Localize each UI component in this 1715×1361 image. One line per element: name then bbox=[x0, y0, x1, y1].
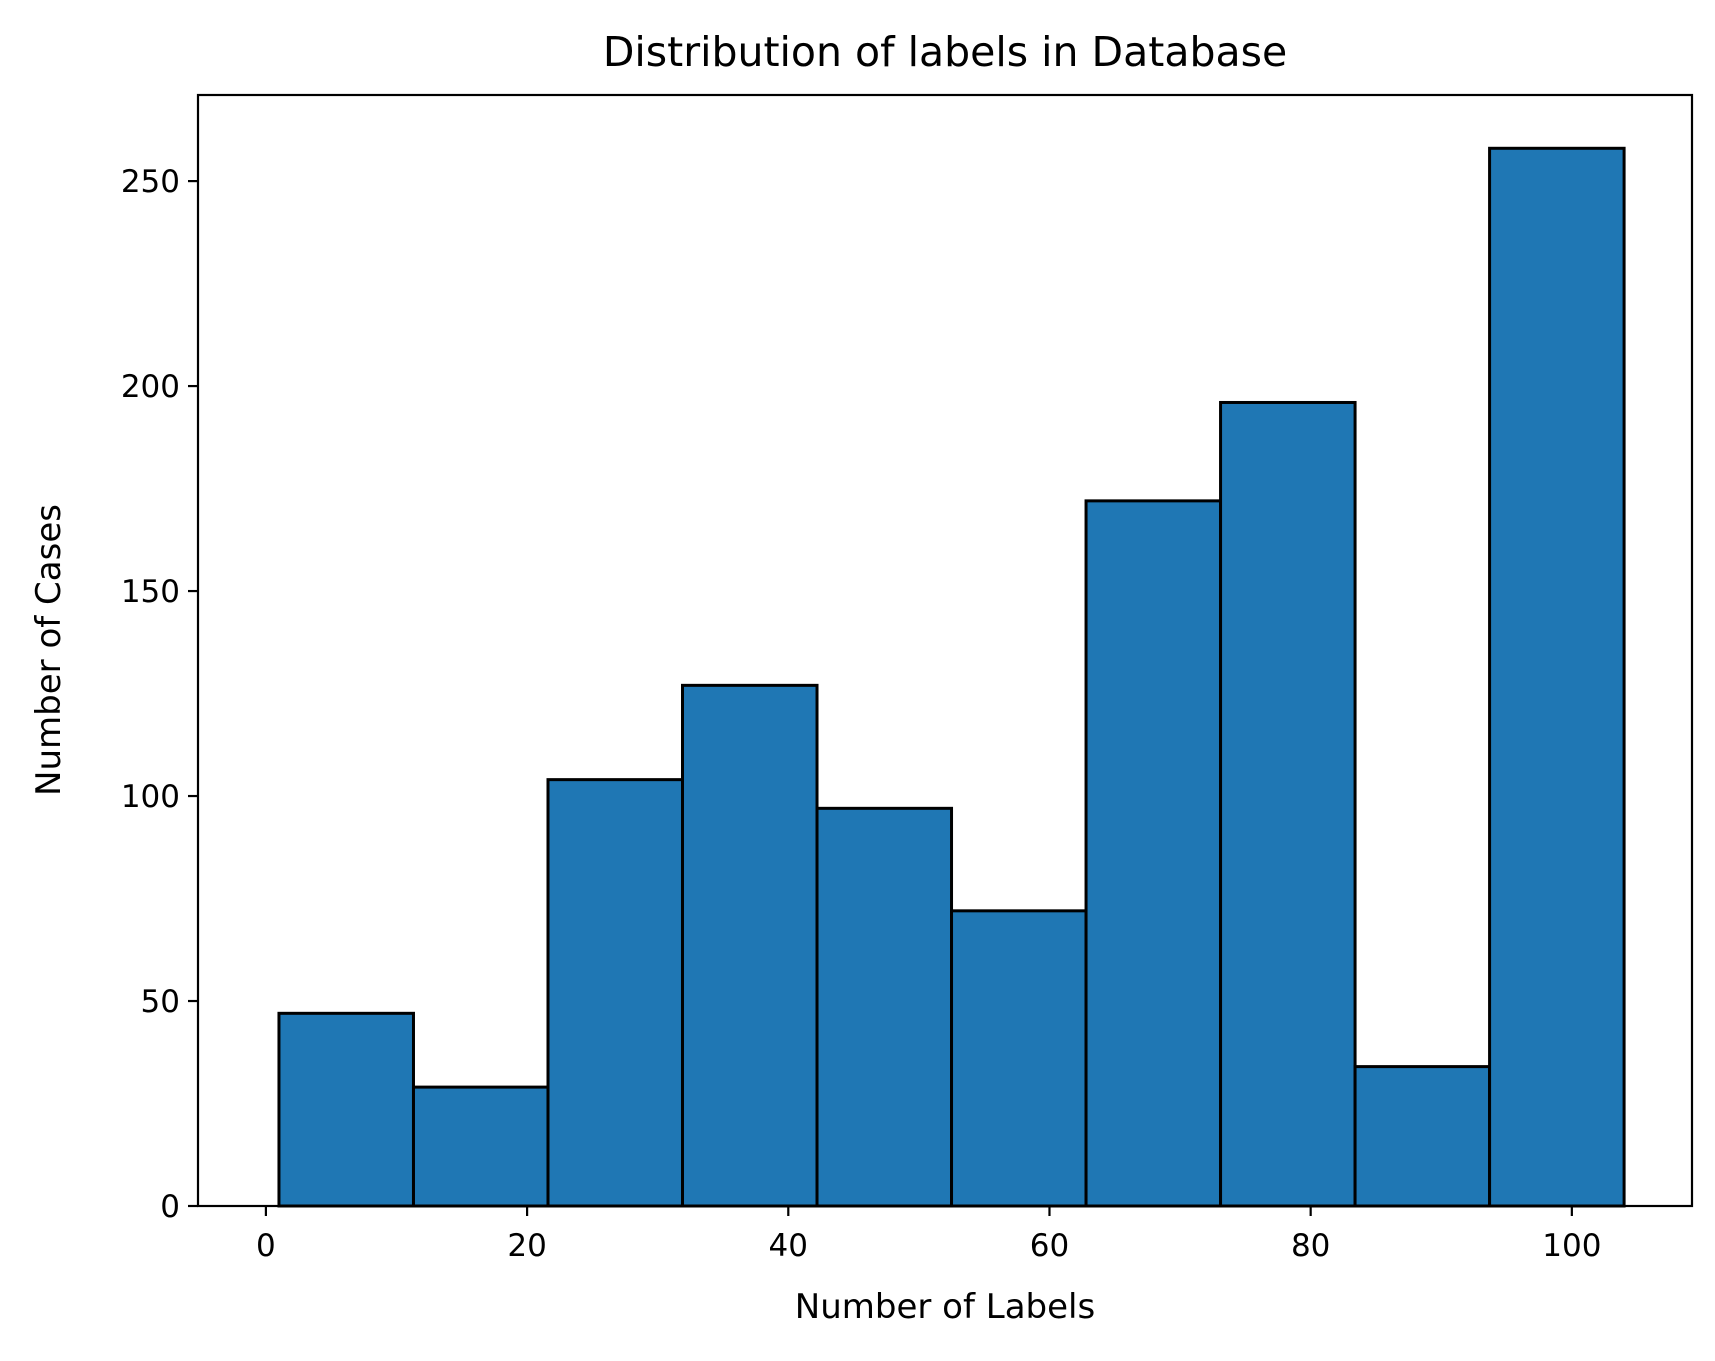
x-axis-label: Number of Labels bbox=[795, 1287, 1095, 1327]
histogram-bar-5 bbox=[815, 806, 954, 1208]
histogram-bar-1 bbox=[277, 1011, 415, 1208]
x-tick-label-4: 60 bbox=[1030, 1228, 1069, 1264]
y-tick-label-1: 0 bbox=[160, 1189, 180, 1225]
y-axis-label: Number of Cases bbox=[29, 504, 69, 796]
y-tick-label-2: 50 bbox=[141, 984, 180, 1020]
plot-area: 0 20 40 60 80 100 0 50 100 150 200 250 bbox=[121, 93, 1694, 1264]
chart-title: Distribution of labels in Database bbox=[603, 28, 1287, 76]
y-tick-label-5: 200 bbox=[121, 369, 180, 405]
x-axis-ticks: 0 20 40 60 80 100 bbox=[256, 1206, 1601, 1264]
histogram-bar-6 bbox=[950, 909, 1088, 1208]
bars bbox=[277, 146, 1626, 1208]
x-tick-label-3: 40 bbox=[769, 1228, 808, 1264]
histogram-bar-10 bbox=[1488, 146, 1626, 1208]
histogram-bar-9 bbox=[1353, 1065, 1492, 1208]
histogram-bar-2 bbox=[411, 1085, 550, 1208]
axes-frame bbox=[196, 93, 1694, 1208]
histogram-bar-4 bbox=[681, 683, 819, 1208]
x-tick-label-1: 0 bbox=[256, 1228, 276, 1264]
histogram-bar-8 bbox=[1219, 400, 1357, 1208]
x-tick-label-2: 20 bbox=[507, 1228, 546, 1264]
y-axis-ticks: 0 50 100 150 200 250 bbox=[121, 164, 198, 1225]
histogram-bar-7 bbox=[1084, 499, 1223, 1208]
y-tick-label-4: 150 bbox=[121, 574, 180, 610]
x-tick-label-6: 100 bbox=[1542, 1228, 1601, 1264]
y-tick-label-3: 100 bbox=[121, 779, 180, 815]
y-tick-label-6: 250 bbox=[121, 164, 180, 200]
histogram-bar-3 bbox=[546, 778, 685, 1208]
x-tick-label-5: 80 bbox=[1291, 1228, 1330, 1264]
